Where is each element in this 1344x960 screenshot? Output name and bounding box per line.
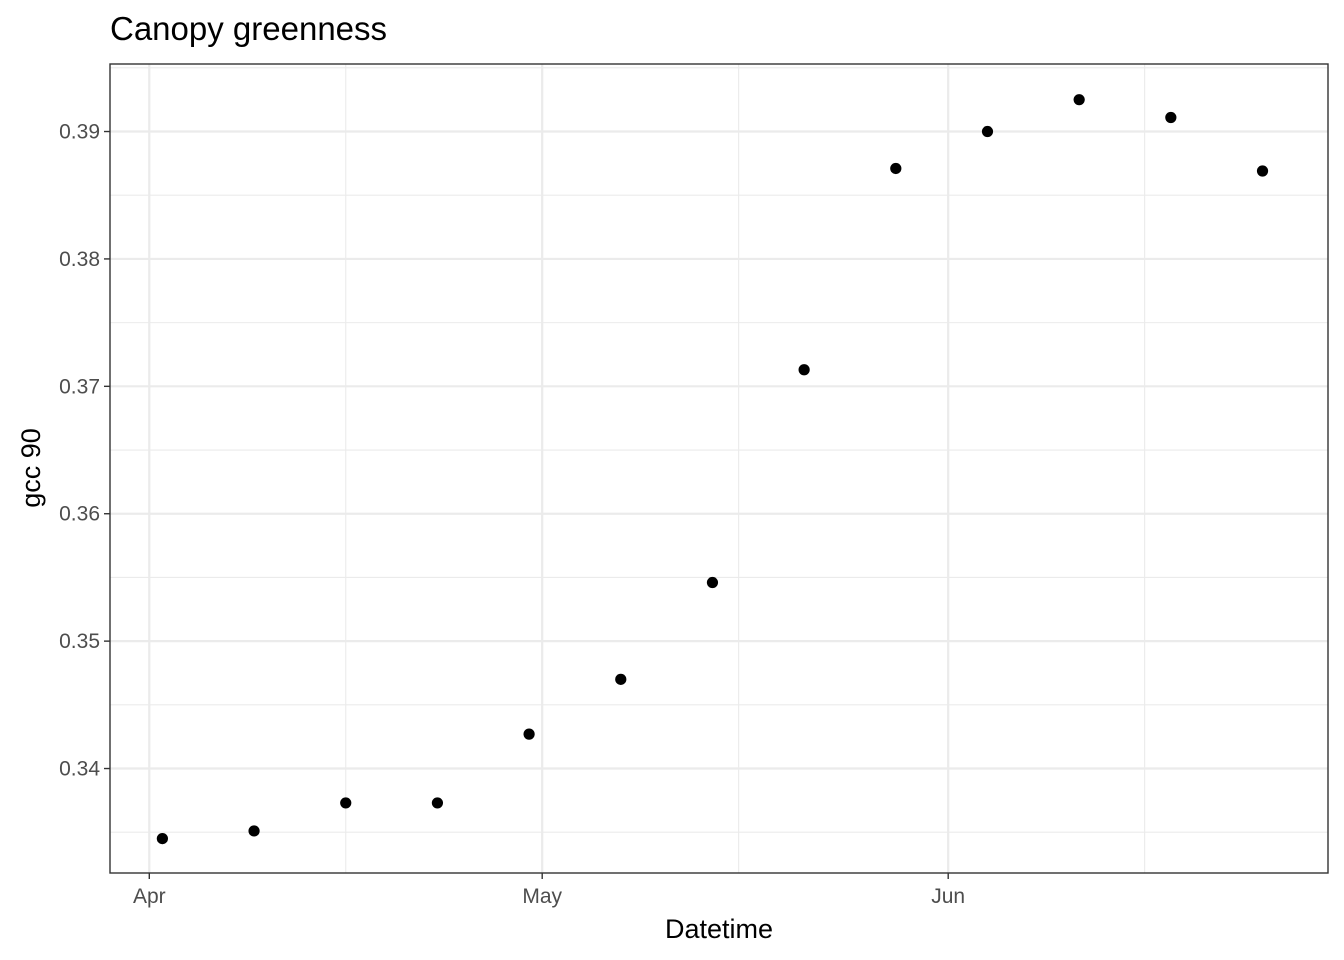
x-axis: Apr May Jun — [133, 873, 965, 908]
y-tick-label: 0.35 — [59, 630, 100, 653]
data-point — [798, 364, 810, 376]
y-tick-label: 0.39 — [59, 121, 100, 144]
x-tick-label: May — [522, 885, 562, 908]
data-point — [431, 797, 444, 809]
data-point — [248, 825, 260, 837]
data-point — [1256, 165, 1269, 177]
y-tick-label: 0.34 — [59, 758, 100, 781]
data-point — [706, 576, 719, 589]
y-axis-title: gcc 90 — [16, 428, 46, 508]
plot-panel-border — [109, 63, 1329, 874]
x-tick-label: Apr — [133, 885, 166, 908]
y-tick-label: 0.38 — [59, 248, 100, 271]
data-point — [615, 673, 627, 685]
y-tick-label: 0.37 — [59, 375, 100, 398]
chart-title: Canopy greenness — [110, 10, 387, 47]
x-tick-label: Jun — [931, 885, 965, 908]
major-gridlines — [110, 64, 1328, 873]
data-point — [1073, 94, 1085, 106]
x-axis-title: Datetime — [665, 914, 773, 944]
data-point — [523, 728, 535, 740]
y-axis: 0.34 0.35 0.36 0.37 0.38 0.39 — [59, 121, 110, 781]
data-point — [981, 125, 994, 138]
y-tick-label: 0.36 — [59, 503, 100, 526]
data-point — [890, 162, 902, 175]
data-point — [340, 797, 352, 809]
plot-panel — [110, 64, 1328, 873]
data-point — [1165, 111, 1177, 124]
data-points — [156, 94, 1269, 845]
minor-gridlines — [110, 64, 1328, 873]
data-point — [156, 833, 168, 845]
